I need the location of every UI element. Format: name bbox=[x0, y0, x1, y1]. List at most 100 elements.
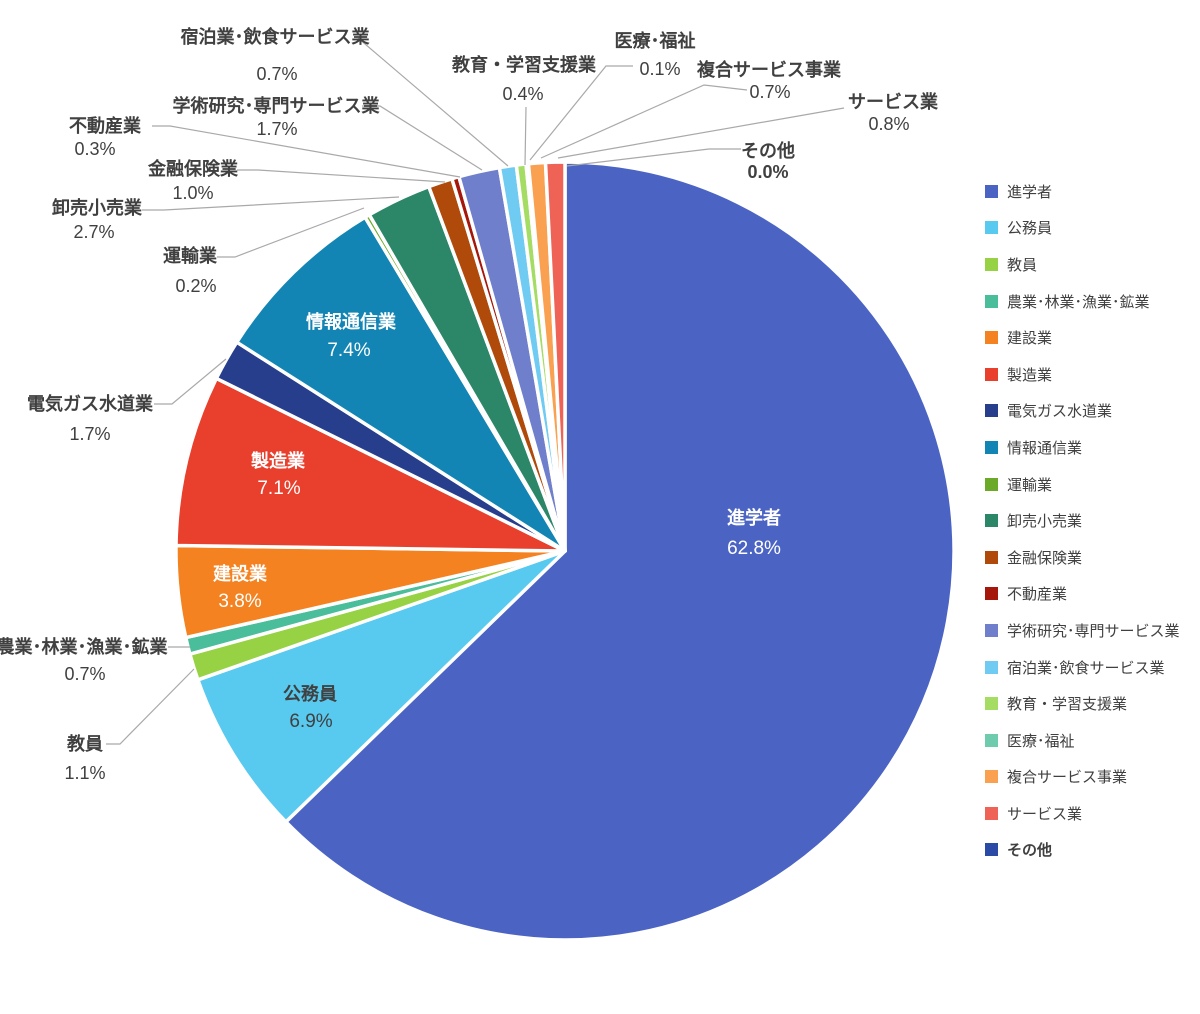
legend-swatch-transport bbox=[985, 477, 998, 491]
legend-swatch-others bbox=[985, 843, 998, 857]
slice-label-services: サービス業 bbox=[848, 91, 939, 112]
leader-line-wholesale-retail bbox=[142, 196, 400, 211]
pie-slice-manufacturing bbox=[174, 376, 567, 553]
legend-item-services: サービス業 bbox=[985, 795, 1180, 832]
legend-swatch-medical-welfare bbox=[985, 733, 998, 747]
slice-value-academic-professional-services: 1.7% bbox=[256, 119, 297, 139]
slice-value-accommodation-food-services: 0.7% bbox=[256, 64, 297, 84]
legend-label-accommodation-food-services: 宿泊業･飲食サービス業 bbox=[1007, 659, 1165, 677]
legend-label-manufacturing: 製造業 bbox=[1007, 366, 1053, 384]
slice-label-compound-services: 複合サービス事業 bbox=[696, 59, 842, 80]
slice-value-finance-insurance: 1.0% bbox=[172, 183, 213, 203]
slice-label-finance-insurance: 金融保険業 bbox=[147, 158, 239, 179]
legend-label-construction: 建設業 bbox=[1007, 330, 1053, 348]
legend-label-transport: 運輸業 bbox=[1007, 476, 1053, 494]
legend-label-utilities: 電気ガス水道業 bbox=[1007, 403, 1113, 421]
chart-legend: 進学者 公務員 教員 農業･林業･漁業･鉱業 建設業 製造業 電気ガス水道業 情報通信業 運輸業… bbox=[985, 173, 1180, 868]
legend-swatch-accommodation-food-services bbox=[985, 660, 998, 674]
legend-label-services: サービス業 bbox=[1007, 805, 1083, 823]
leader-line-real-estate bbox=[152, 125, 461, 178]
legend-label-information-communication: 情報通信業 bbox=[1007, 439, 1083, 457]
legend-item-manufacturing: 製造業 bbox=[985, 356, 1180, 393]
legend-label-real-estate: 不動産業 bbox=[1007, 586, 1068, 604]
legend-item-others: その他 bbox=[985, 832, 1180, 869]
leader-line-utilities bbox=[154, 358, 227, 405]
legend-item-construction: 建設業 bbox=[985, 319, 1180, 356]
slice-label-real-estate: 不動産業 bbox=[69, 115, 142, 136]
legend-item-agri-forestry-fishery-mining: 農業･林業･漁業･鉱業 bbox=[985, 283, 1180, 320]
slice-value-higher-education: 62.8% bbox=[727, 538, 781, 559]
legend-label-academic-professional-services: 学術研究･専門サービス業 bbox=[1007, 622, 1180, 640]
slice-label-wholesale-retail: 卸売小売業 bbox=[52, 197, 143, 218]
legend-item-real-estate: 不動産業 bbox=[985, 576, 1180, 613]
legend-label-agri-forestry-fishery-mining: 農業･林業･漁業･鉱業 bbox=[1007, 293, 1150, 311]
legend-label-teacher: 教員 bbox=[1007, 256, 1038, 274]
legend-item-accommodation-food-services: 宿泊業･飲食サービス業 bbox=[985, 649, 1180, 686]
slice-label-accommodation-food-services: 宿泊業･飲食サービス業 bbox=[181, 26, 371, 47]
legend-swatch-education-support bbox=[985, 697, 998, 711]
slice-label-transport: 運輸業 bbox=[163, 245, 218, 266]
slice-label-manufacturing: 製造業 bbox=[250, 450, 306, 471]
pie-slice-higher-education bbox=[284, 160, 956, 942]
legend-item-finance-insurance: 金融保険業 bbox=[985, 539, 1180, 576]
slice-value-transport: 0.2% bbox=[175, 276, 216, 296]
legend-swatch-finance-insurance bbox=[985, 550, 998, 564]
legend-label-education-support: 教育・学習支援業 bbox=[1007, 696, 1128, 714]
leader-line-transport bbox=[217, 207, 365, 258]
legend-item-teacher: 教員 bbox=[985, 246, 1180, 283]
slice-value-manufacturing: 7.1% bbox=[257, 478, 300, 499]
slice-value-compound-services: 0.7% bbox=[749, 82, 790, 102]
leader-line-medical-welfare bbox=[529, 65, 633, 161]
leader-line-services bbox=[557, 107, 845, 159]
leader-line-accommodation-food-services bbox=[357, 37, 509, 167]
legend-item-higher-education: 進学者 bbox=[985, 173, 1180, 210]
legend-item-compound-services: 複合サービス事業 bbox=[985, 759, 1180, 796]
slice-value-services: 0.8% bbox=[868, 114, 909, 134]
slice-value-teacher: 1.1% bbox=[64, 763, 105, 783]
pie-slice-civil-servant bbox=[196, 549, 567, 824]
legend-swatch-academic-professional-services bbox=[985, 623, 998, 637]
legend-item-information-communication: 情報通信業 bbox=[985, 429, 1180, 466]
legend-label-wholesale-retail: 卸売小売業 bbox=[1007, 513, 1083, 531]
slice-label-civil-servant: 公務員 bbox=[283, 683, 337, 704]
label-leader-lines bbox=[106, 37, 845, 745]
slice-value-wholesale-retail: 2.7% bbox=[73, 222, 114, 242]
slice-label-teacher: 教員 bbox=[67, 733, 103, 754]
slice-label-education-support: 教育・学習支援業 bbox=[452, 54, 597, 75]
legend-label-compound-services: 複合サービス事業 bbox=[1007, 769, 1128, 787]
legend-swatch-higher-education bbox=[985, 184, 998, 198]
slice-label-utilities: 電気ガス水道業 bbox=[27, 393, 154, 414]
legend-swatch-utilities bbox=[985, 404, 998, 418]
slice-label-agri-forestry-fishery-mining: 農業･林業･漁業･鉱業 bbox=[0, 636, 168, 657]
slice-value-civil-servant: 6.9% bbox=[289, 711, 332, 732]
slice-label-higher-education: 進学者 bbox=[727, 507, 781, 528]
leader-line-academic-professional-services bbox=[362, 105, 483, 171]
legend-swatch-wholesale-retail bbox=[985, 514, 998, 528]
slice-value-utilities: 1.7% bbox=[69, 424, 110, 444]
legend-label-medical-welfare: 医療･福祉 bbox=[1007, 732, 1075, 750]
pie-slice-information-communication bbox=[235, 215, 567, 553]
legend-label-finance-insurance: 金融保険業 bbox=[1007, 549, 1083, 567]
leader-line-education-support bbox=[524, 106, 527, 166]
slice-value-education-support: 0.4% bbox=[502, 84, 543, 104]
legend-item-wholesale-retail: 卸売小売業 bbox=[985, 502, 1180, 539]
legend-swatch-compound-services bbox=[985, 770, 998, 784]
slice-value-construction: 3.8% bbox=[218, 591, 261, 612]
legend-swatch-manufacturing bbox=[985, 367, 998, 381]
slice-value-agri-forestry-fishery-mining: 0.7% bbox=[64, 664, 105, 684]
legend-label-others: その他 bbox=[1007, 842, 1053, 860]
pie-slices bbox=[174, 160, 956, 942]
legend-swatch-teacher bbox=[985, 257, 998, 271]
legend-swatch-real-estate bbox=[985, 587, 998, 601]
slice-label-information-communication: 情報通信業 bbox=[306, 311, 397, 332]
slice-label-medical-welfare: 医療･福祉 bbox=[615, 30, 696, 51]
slice-label-academic-professional-services: 学術研究･専門サービス業 bbox=[173, 95, 381, 116]
legend-swatch-construction bbox=[985, 331, 998, 345]
slice-label-construction: 建設業 bbox=[213, 563, 268, 584]
leader-line-teacher bbox=[106, 668, 195, 745]
slice-value-medical-welfare: 0.1% bbox=[639, 59, 680, 79]
legend-swatch-civil-servant bbox=[985, 221, 998, 235]
pie-slice-services bbox=[543, 160, 567, 553]
legend-item-medical-welfare: 医療･福祉 bbox=[985, 722, 1180, 759]
